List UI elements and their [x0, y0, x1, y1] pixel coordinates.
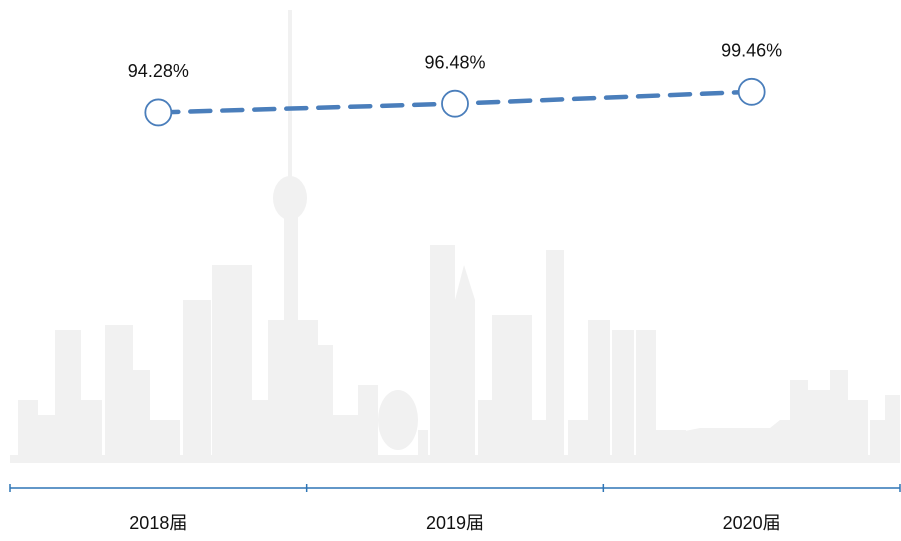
- data-label: 96.48%: [424, 52, 485, 72]
- data-point: [737, 77, 766, 106]
- data-point: [441, 89, 469, 118]
- data-point: [144, 98, 173, 127]
- skyline-background: [10, 10, 900, 463]
- x-tick-label: 2020届: [723, 513, 781, 533]
- x-tick-label: 2018届: [129, 513, 187, 533]
- data-label: 94.28%: [128, 61, 189, 81]
- data-label: 99.46%: [721, 41, 782, 61]
- x-tick-label: 2019届: [426, 513, 484, 533]
